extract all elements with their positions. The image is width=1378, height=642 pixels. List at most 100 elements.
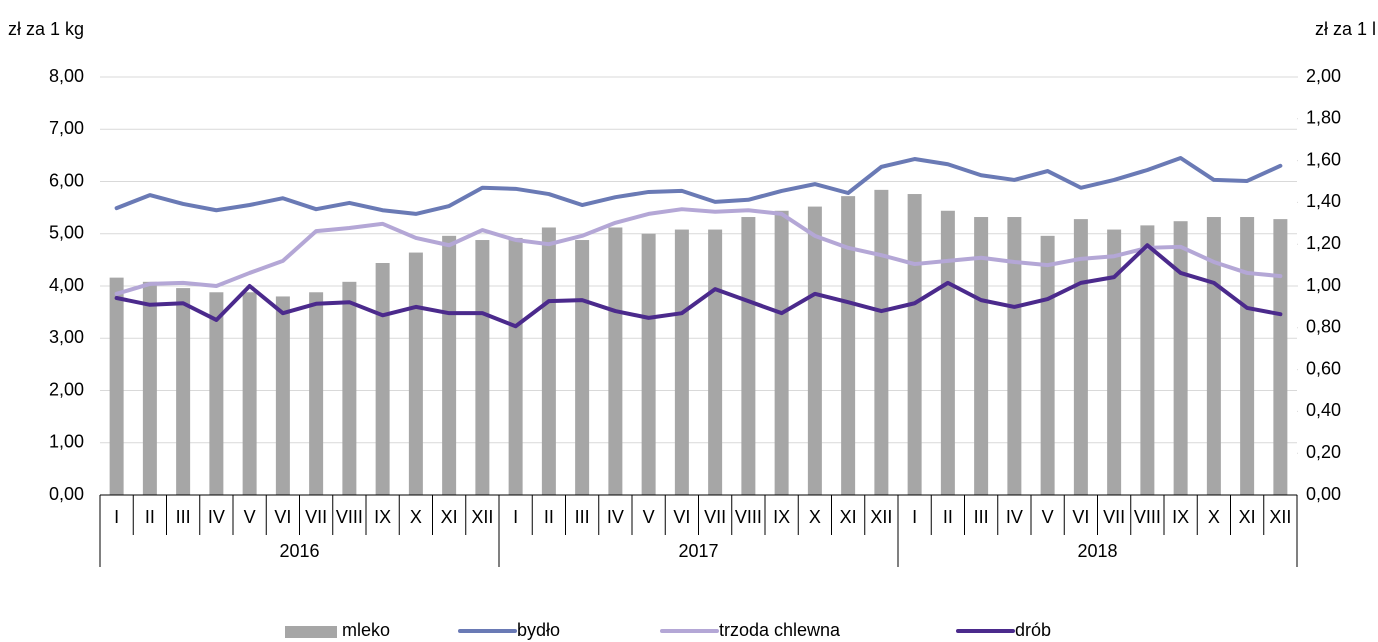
- x-tick-label: VI: [1072, 507, 1089, 527]
- bar: [1273, 219, 1288, 495]
- bar: [541, 227, 556, 496]
- x-tick-label: III: [575, 507, 590, 527]
- y2-tick-label: 1,60: [1306, 149, 1341, 169]
- y-tick-label: 5,00: [49, 223, 84, 243]
- bar: [1140, 225, 1155, 495]
- bar: [807, 206, 822, 495]
- group-label: 2016: [279, 541, 319, 561]
- bar: [176, 288, 191, 495]
- y2-tick-label: 2,00: [1306, 66, 1341, 86]
- x-tick-label: VII: [1103, 507, 1125, 527]
- bar: [907, 194, 922, 496]
- y2-tick-label: 0,60: [1306, 358, 1341, 378]
- y-tick-label: 7,00: [49, 118, 84, 138]
- x-tick-label: I: [114, 507, 119, 527]
- bar: [1073, 219, 1088, 495]
- x-tick-label: IV: [1006, 507, 1023, 527]
- bar: [109, 277, 124, 495]
- bar: [1173, 221, 1188, 495]
- bar: [375, 263, 390, 495]
- y2-tick-label: 0,40: [1306, 400, 1341, 420]
- x-tick-label: XII: [1269, 507, 1291, 527]
- x-tick-label: VIII: [336, 507, 363, 527]
- line: [114, 155, 1283, 216]
- x-tick-label: XI: [840, 507, 857, 527]
- line: [114, 207, 1283, 296]
- x-tick-label: XII: [471, 507, 493, 527]
- legend-label: mleko: [342, 620, 390, 640]
- legend-label: drób: [1015, 620, 1051, 640]
- y2-tick-label: 1,80: [1306, 108, 1341, 128]
- y2-tick-label: 1,40: [1306, 191, 1341, 211]
- bar: [1240, 217, 1255, 495]
- bar: [575, 240, 590, 495]
- y-tick-label: 0,00: [49, 484, 84, 504]
- x-tick-label: II: [145, 507, 155, 527]
- x-tick-label: XI: [441, 507, 458, 527]
- bar: [508, 237, 523, 495]
- x-tick-label: XI: [1239, 507, 1256, 527]
- x-tick-label: X: [809, 507, 821, 527]
- x-tick-label: I: [513, 507, 518, 527]
- bar: [342, 281, 357, 495]
- bar: [442, 235, 457, 495]
- x-tick-label: VI: [673, 507, 690, 527]
- bar: [874, 189, 889, 496]
- x-tick-label: V: [643, 507, 655, 527]
- x-tick-label: III: [974, 507, 989, 527]
- y2-tick-label: 0,00: [1306, 484, 1341, 504]
- group-label: 2017: [678, 541, 718, 561]
- bar: [974, 217, 989, 495]
- bar: [209, 292, 224, 495]
- y-tick-label: 1,00: [49, 432, 84, 452]
- x-tick-label: III: [176, 507, 191, 527]
- x-tick-label: X: [410, 507, 422, 527]
- x-tick-label: VIII: [1134, 507, 1161, 527]
- x-tick-label: VI: [274, 507, 291, 527]
- bar: [1040, 235, 1055, 495]
- x-tick-label: V: [244, 507, 256, 527]
- x-tick-label: IX: [773, 507, 790, 527]
- y-tick-label: 3,00: [49, 327, 84, 347]
- bar: [774, 210, 789, 495]
- x-tick-label: VII: [704, 507, 726, 527]
- x-tick-label: X: [1208, 507, 1220, 527]
- y-tick-label: 8,00: [49, 66, 84, 86]
- y-axis-title: zł za 1 kg: [8, 19, 84, 39]
- legend-swatch: [285, 626, 337, 638]
- x-tick-label: IX: [1172, 507, 1189, 527]
- x-tick-label: II: [943, 507, 953, 527]
- y2-axis-title: zł za 1 l: [1315, 19, 1376, 39]
- x-tick-label: IX: [374, 507, 391, 527]
- group-label: 2018: [1077, 541, 1117, 561]
- bar: [1107, 229, 1122, 495]
- legend-label: bydło: [517, 620, 560, 640]
- bar: [708, 229, 723, 495]
- y-tick-label: 2,00: [49, 379, 84, 399]
- x-tick-label: IV: [208, 507, 225, 527]
- x-tick-label: II: [544, 507, 554, 527]
- bar: [142, 281, 157, 495]
- x-tick-label: VII: [305, 507, 327, 527]
- bar: [309, 292, 324, 495]
- y-tick-label: 6,00: [49, 170, 84, 190]
- bar: [1007, 217, 1022, 495]
- bar: [608, 227, 623, 496]
- bar: [242, 292, 257, 495]
- bar: [940, 210, 955, 495]
- y2-tick-label: 1,20: [1306, 233, 1341, 253]
- y2-tick-label: 0,20: [1306, 442, 1341, 462]
- bar: [275, 296, 290, 495]
- bar: [841, 196, 856, 495]
- line: [114, 243, 1283, 329]
- x-tick-label: IV: [607, 507, 624, 527]
- y-tick-label: 4,00: [49, 275, 84, 295]
- bar: [674, 229, 689, 495]
- y2-tick-label: 1,00: [1306, 275, 1341, 295]
- legend-label: trzoda chlewna: [719, 620, 841, 640]
- x-tick-label: V: [1042, 507, 1054, 527]
- bar: [475, 240, 490, 495]
- x-tick-label: I: [912, 507, 917, 527]
- bar: [408, 252, 423, 495]
